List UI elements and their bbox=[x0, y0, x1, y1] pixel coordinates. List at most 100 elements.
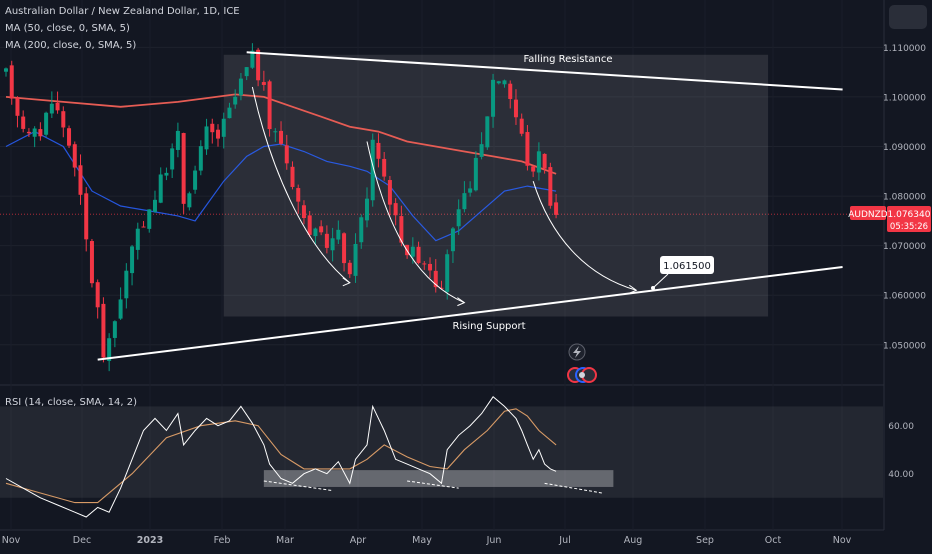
candle-body bbox=[118, 299, 123, 319]
price-tick-label: 1.050000 bbox=[883, 341, 926, 351]
candle-body bbox=[49, 103, 54, 114]
time-tick-label: Jul bbox=[558, 535, 570, 546]
candle-body bbox=[67, 128, 72, 146]
ma200-legend-text: MA (200, close, 0, SMA, 5) bbox=[5, 40, 137, 51]
candle-body bbox=[141, 226, 146, 228]
ma50-legend-text: MA (50, close, 0, SMA, 5) bbox=[5, 23, 130, 34]
candle-body bbox=[238, 78, 243, 96]
candle-body bbox=[227, 107, 232, 119]
ma200-legend[interactable]: MA (200, close, 0, SMA, 5) bbox=[5, 40, 136, 51]
time-tick-label: Apr bbox=[350, 535, 367, 546]
time-tick-label: Dec bbox=[73, 535, 91, 546]
rsi-legend-text: RSI (14, close, SMA, 14, 2) bbox=[5, 397, 138, 408]
candle-body bbox=[347, 262, 352, 275]
candle-body bbox=[164, 172, 169, 176]
rsi-tick-label: 60.00 bbox=[888, 422, 914, 432]
candle-body bbox=[548, 167, 553, 206]
candle-body bbox=[502, 80, 507, 85]
candle-body bbox=[359, 217, 364, 243]
candle-body bbox=[296, 188, 301, 202]
candle-body bbox=[95, 282, 100, 308]
symbol-badge-text: AUDNZD bbox=[848, 210, 888, 220]
candle-body bbox=[4, 68, 8, 72]
price-tick-label: 1.060000 bbox=[883, 292, 926, 302]
rsi-support-dash bbox=[407, 480, 459, 489]
candle-body bbox=[204, 126, 209, 150]
corner-button[interactable] bbox=[889, 5, 927, 29]
last-price-text: 1.076340 bbox=[888, 210, 931, 220]
candle-body bbox=[491, 79, 496, 117]
candle-body bbox=[462, 193, 467, 210]
candle-body bbox=[187, 193, 192, 208]
candle-body bbox=[147, 209, 152, 229]
candle-body bbox=[130, 246, 135, 274]
rsi-highlight-box bbox=[263, 470, 614, 487]
axes: 1.110000 1.100000 1.090000 1.080000 1.070000… bbox=[2, 44, 927, 546]
candle-body bbox=[61, 111, 66, 128]
target-price-label: 1.061500 bbox=[663, 261, 711, 272]
candle-body bbox=[221, 118, 226, 137]
candle-body bbox=[479, 144, 484, 157]
rsi-ma-line bbox=[5, 408, 557, 504]
candle-body bbox=[513, 99, 518, 118]
candle-body bbox=[273, 131, 278, 133]
falling-resistance-label: Falling Resistance bbox=[523, 54, 612, 65]
last-price-badge bbox=[887, 206, 931, 232]
price-tick-label: 1.080000 bbox=[883, 193, 926, 203]
candle-body bbox=[15, 97, 20, 116]
candle-body bbox=[181, 133, 186, 204]
candle-body bbox=[330, 238, 335, 251]
candle-body bbox=[256, 49, 261, 81]
candle-body bbox=[450, 228, 455, 252]
price-tick-label: 1.100000 bbox=[883, 93, 926, 103]
lightning-icon[interactable] bbox=[568, 343, 586, 361]
ma200-line bbox=[5, 93, 557, 175]
candle-body bbox=[554, 202, 559, 215]
candle-body bbox=[9, 65, 14, 99]
ma50-legend[interactable]: MA (50, close, 0, SMA, 5) bbox=[5, 23, 130, 34]
candle-body bbox=[152, 199, 157, 212]
candle-body bbox=[135, 228, 140, 250]
target-callout-box bbox=[660, 256, 714, 274]
chart-title: Australian Dollar / New Zealand Dollar, … bbox=[5, 6, 240, 17]
candle-body bbox=[399, 216, 404, 243]
candle-body bbox=[244, 67, 249, 77]
candle-body bbox=[387, 180, 392, 205]
time-tick-label: Jun bbox=[486, 535, 502, 546]
rsi-legend[interactable]: RSI (14, close, SMA, 14, 2) bbox=[5, 397, 137, 408]
candle-body bbox=[324, 233, 329, 248]
moving-averages bbox=[5, 93, 557, 242]
candle-body bbox=[422, 263, 427, 265]
price-badge: AUDNZD 1.076340 05:35:26 bbox=[848, 206, 931, 232]
time-tick-label: Feb bbox=[214, 535, 231, 546]
target-callout-connector bbox=[652, 273, 669, 289]
candle-body bbox=[101, 303, 106, 358]
chart-title-text: Australian Dollar / New Zealand Dollar, … bbox=[5, 6, 240, 17]
target-callout[interactable]: 1.061500 bbox=[660, 256, 714, 274]
candle-body bbox=[89, 241, 94, 284]
candle-body bbox=[267, 81, 272, 130]
candle-body bbox=[428, 263, 433, 271]
candle-body bbox=[536, 151, 541, 173]
target-point bbox=[651, 286, 655, 290]
candle-body bbox=[107, 338, 112, 361]
grid bbox=[0, 0, 885, 531]
candle-body bbox=[439, 287, 444, 289]
candle-body bbox=[376, 142, 381, 159]
event-flags-icon[interactable] bbox=[567, 367, 597, 383]
time-tick-label: Sep bbox=[696, 535, 714, 546]
price-tick-label: 1.110000 bbox=[883, 44, 926, 54]
candle-body bbox=[38, 129, 43, 137]
candle-body bbox=[468, 188, 473, 193]
candle-body bbox=[250, 50, 255, 68]
projection-curve bbox=[532, 181, 637, 291]
candle-body bbox=[301, 205, 306, 219]
candle-body bbox=[32, 128, 37, 137]
candle-body bbox=[319, 226, 324, 233]
projection-arrowhead bbox=[457, 297, 466, 307]
candle-body bbox=[393, 203, 398, 216]
price-tick-label: 1.070000 bbox=[883, 242, 926, 252]
rising-support-label: Rising Support bbox=[452, 321, 525, 332]
